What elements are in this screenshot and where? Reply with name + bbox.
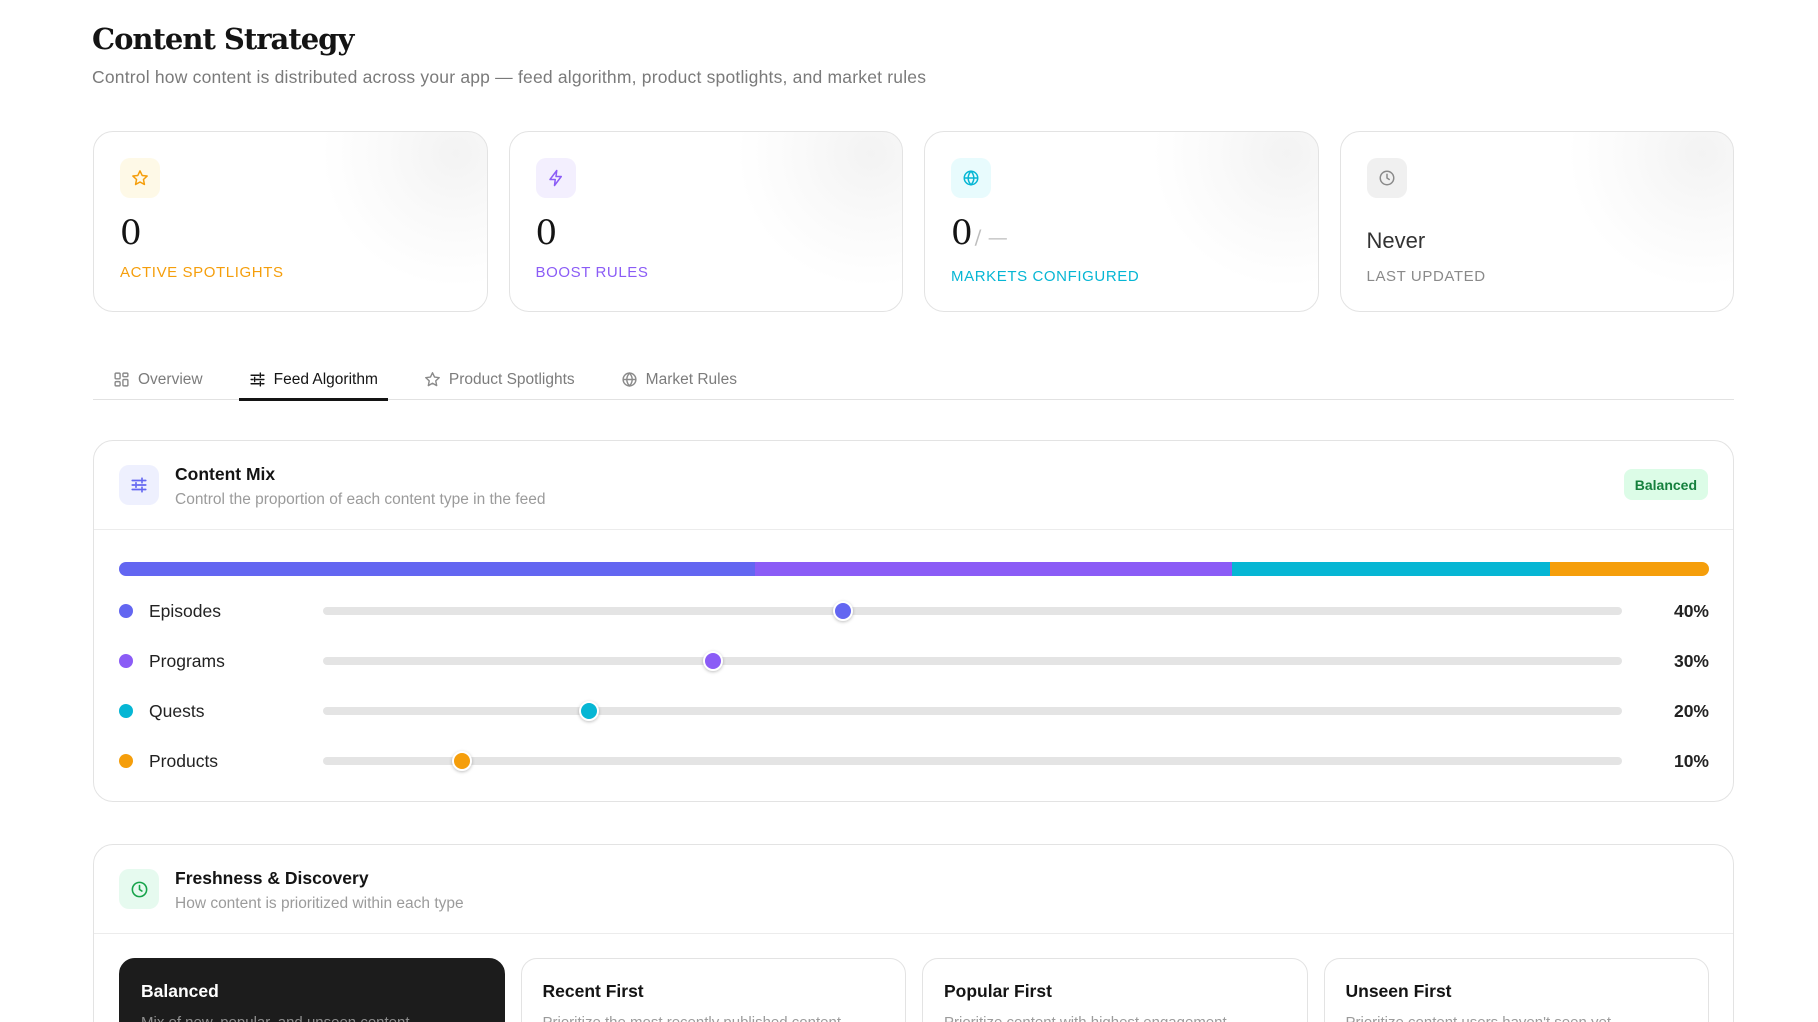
tab-label: Product Spotlights xyxy=(448,370,575,388)
sliders-icon xyxy=(119,465,159,505)
globe-icon xyxy=(951,158,991,198)
grid-icon xyxy=(114,372,129,387)
option-description: Prioritize the most recently published c… xyxy=(543,1014,885,1022)
mix-percent: 40% xyxy=(1673,600,1709,621)
tab-label: Feed Algorithm xyxy=(273,370,378,388)
stat-label: Active Spotlights xyxy=(120,264,284,281)
tab-overview[interactable]: Overview xyxy=(93,360,213,399)
tab-bar: Overview Feed Algorithm Product Spotligh… xyxy=(93,360,1734,401)
star-icon xyxy=(120,158,160,198)
freshness-options: Balanced Mix of new, popular, and unseen… xyxy=(119,958,1709,1022)
mix-label: Products xyxy=(149,750,219,771)
slider-thumb[interactable] xyxy=(451,751,472,771)
option-title: Balanced xyxy=(141,981,219,1001)
slider-thumb[interactable] xyxy=(702,651,723,671)
stat-value: 0 xyxy=(120,213,142,253)
option-title: Popular First xyxy=(944,981,1052,1001)
color-dot xyxy=(119,704,133,718)
tab-label: Overview xyxy=(138,370,203,388)
mix-segment-programs xyxy=(755,562,1232,576)
stat-label: Last Updated xyxy=(1366,268,1486,285)
section-title: Freshness & Discovery xyxy=(175,868,369,888)
stat-label: Markets Configured xyxy=(951,268,1140,285)
tab-market-rules[interactable]: Market Rules xyxy=(611,360,747,399)
episodes-slider[interactable] xyxy=(323,601,1622,621)
mix-percent: 10% xyxy=(1673,750,1709,771)
tab-product-spotlights[interactable]: Product Spotlights xyxy=(414,360,585,399)
tab-feed-algorithm[interactable]: Feed Algorithm xyxy=(238,360,389,401)
stat-card-active-spotlights: 0 Active Spotlights xyxy=(93,131,488,312)
stats-row: 0 Active Spotlights 0 Boost Rules 0/ — M… xyxy=(93,131,1734,312)
option-unseen-first[interactable]: Unseen First Prioritize content users ha… xyxy=(1323,958,1709,1022)
option-description: Prioritize content users haven't seen ye… xyxy=(1346,1014,1688,1022)
option-popular-first[interactable]: Popular First Prioritize content with hi… xyxy=(922,958,1308,1022)
mix-segment-episodes xyxy=(119,562,755,576)
sliders-icon xyxy=(250,372,265,387)
option-description: Mix of new, popular, and unseen content xyxy=(141,1014,483,1022)
status-badge: Balanced xyxy=(1623,469,1708,500)
slider-thumb[interactable] xyxy=(832,601,853,621)
mix-percent: 20% xyxy=(1673,700,1709,721)
lightning-icon xyxy=(535,158,576,198)
page-title: Content Strategy xyxy=(92,22,354,56)
option-title: Unseen First xyxy=(1345,981,1452,1001)
content-mix-card: Content Mix Control the proportion of ea… xyxy=(93,440,1734,802)
star-icon xyxy=(424,372,440,387)
clock-icon xyxy=(1366,158,1407,198)
products-slider[interactable] xyxy=(323,751,1622,771)
stat-card-last-updated: Never Last Updated xyxy=(1339,131,1734,312)
globe-icon xyxy=(622,372,637,387)
stat-label: Boost Rules xyxy=(535,264,649,281)
content-mix-header: Content Mix Control the proportion of ea… xyxy=(94,441,1733,530)
section-subtitle: How content is prioritized within each t… xyxy=(175,895,464,912)
stat-value: 0 xyxy=(535,213,558,253)
programs-slider[interactable] xyxy=(323,651,1622,671)
mix-row-products: Products 10% xyxy=(119,746,1709,776)
stat-value: 0/ — xyxy=(951,216,1008,250)
mix-segment-products xyxy=(1550,562,1709,576)
mix-segment-quests xyxy=(1232,562,1550,576)
section-subtitle: Control the proportion of each content t… xyxy=(175,491,546,508)
clock-icon xyxy=(119,869,159,909)
freshness-header: Freshness & Discovery How content is pri… xyxy=(94,845,1733,934)
stat-card-markets-configured: 0/ — Markets Configured xyxy=(924,131,1319,312)
page-subtitle: Control how content is distributed acros… xyxy=(92,67,927,87)
color-dot xyxy=(119,754,133,768)
mix-distribution-bar xyxy=(119,562,1709,576)
option-title: Recent First xyxy=(542,981,644,1001)
option-balanced[interactable]: Balanced Mix of new, popular, and unseen… xyxy=(119,958,505,1022)
mix-percent: 30% xyxy=(1673,650,1709,671)
mix-row-programs: Programs 30% xyxy=(119,646,1709,676)
stat-value-number: 0 xyxy=(951,213,973,253)
mix-label: Episodes xyxy=(149,600,221,621)
slider-thumb[interactable] xyxy=(579,701,600,721)
option-recent-first[interactable]: Recent First Prioritize the most recentl… xyxy=(520,958,906,1022)
stat-card-boost-rules: 0 Boost Rules xyxy=(508,131,903,312)
freshness-card: Freshness & Discovery How content is pri… xyxy=(93,844,1734,1022)
mix-label: Programs xyxy=(149,650,225,671)
mix-row-episodes: Episodes 40% xyxy=(119,596,1709,626)
section-title: Content Mix xyxy=(175,464,276,484)
stat-value: Never xyxy=(1366,228,1426,253)
tab-label: Market Rules xyxy=(645,370,737,388)
stat-value-suffix: / — xyxy=(974,225,1008,249)
mix-row-quests: Quests 20% xyxy=(119,696,1709,726)
quests-slider[interactable] xyxy=(323,701,1622,721)
option-description: Prioritize content with highest engageme… xyxy=(944,1014,1286,1022)
mix-label: Quests xyxy=(149,700,205,721)
color-dot xyxy=(119,654,133,668)
color-dot xyxy=(119,604,133,618)
